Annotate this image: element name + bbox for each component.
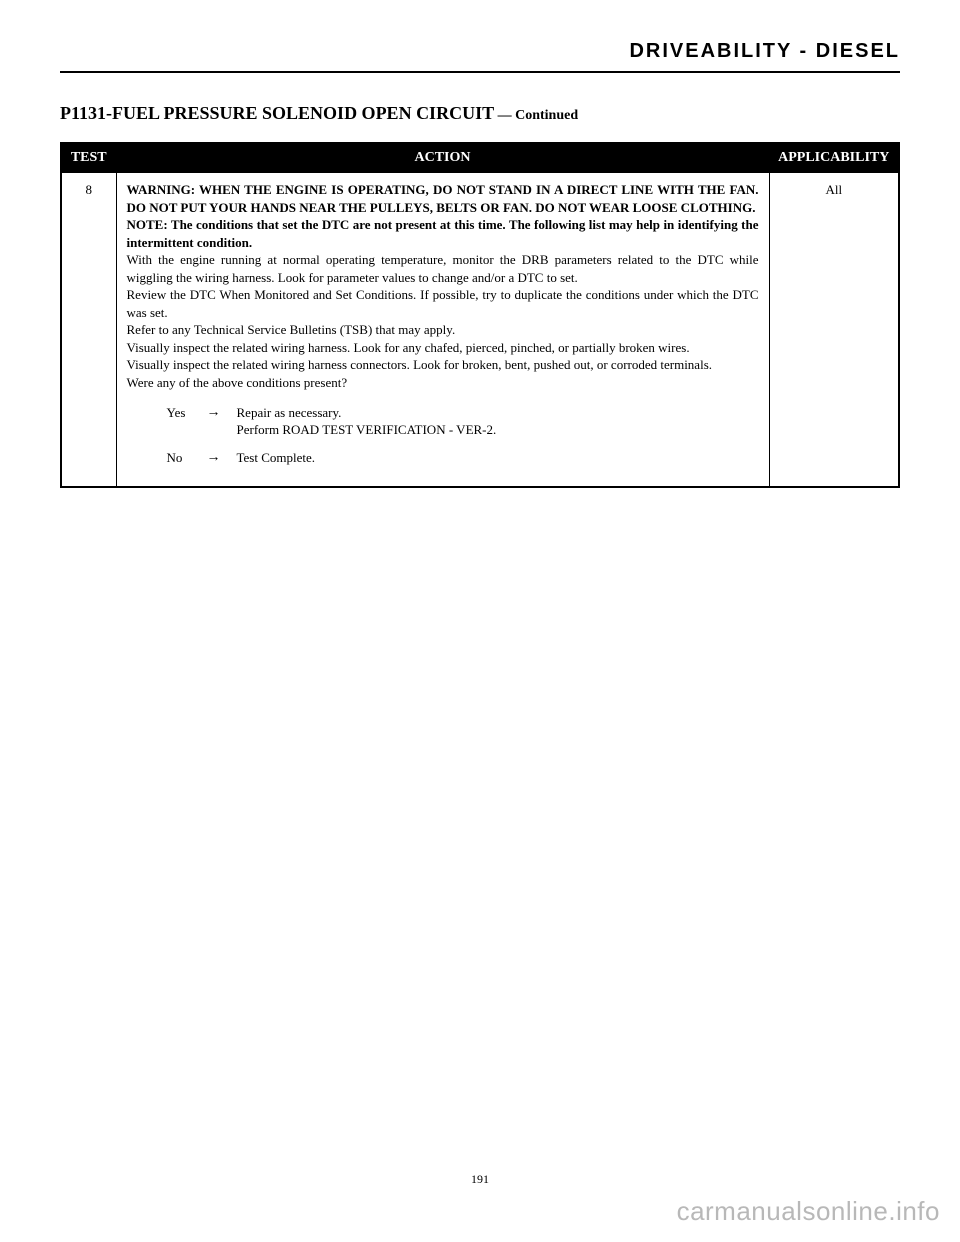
watermark-text: carmanualsonline.info: [677, 1196, 940, 1227]
header-applicability: APPLICABILITY: [769, 143, 899, 173]
section-title: DRIVEABILITY - DIESEL: [629, 40, 900, 62]
header-section: DRIVEABILITY - DIESEL: [60, 40, 900, 63]
body-text-1: With the engine running at normal operat…: [127, 252, 759, 285]
yes-text-2: Perform ROAD TEST VERIFICATION - VER-2.: [237, 422, 497, 437]
arrow-icon: →: [207, 449, 237, 468]
arrow-icon: →: [207, 404, 237, 423]
warning-text: WARNING: WHEN THE ENGINE IS OPERATING, D…: [127, 182, 759, 215]
body-text-2: Review the DTC When Monitored and Set Co…: [127, 287, 759, 320]
page-title-continued: — Continued: [494, 108, 578, 123]
header-action: ACTION: [116, 143, 769, 173]
diagnostic-table: TEST ACTION APPLICABILITY 8 WARNING: WHE…: [60, 142, 900, 488]
body-text-5: Visually inspect the related wiring harn…: [127, 357, 713, 372]
yes-text-1: Repair as necessary.: [237, 405, 342, 420]
header-divider: [60, 71, 900, 73]
page-title-main: P1131-FUEL PRESSURE SOLENOID OPEN CIRCUI…: [60, 103, 494, 123]
no-row: No → Test Complete.: [167, 449, 759, 468]
table-row: 8 WARNING: WHEN THE ENGINE IS OPERATING,…: [61, 173, 899, 487]
yes-no-block: Yes → Repair as necessary. Perform ROAD …: [127, 404, 759, 468]
table-header-row: TEST ACTION APPLICABILITY: [61, 143, 899, 173]
header-test: TEST: [61, 143, 116, 173]
yes-row: Yes → Repair as necessary. Perform ROAD …: [167, 404, 759, 439]
no-label: No: [167, 449, 207, 467]
yes-label: Yes: [167, 404, 207, 422]
question-text: Were any of the above conditions present…: [127, 375, 348, 390]
cell-applicability: All: [769, 173, 899, 487]
cell-action: WARNING: WHEN THE ENGINE IS OPERATING, D…: [116, 173, 769, 487]
note-text: NOTE: The conditions that set the DTC ar…: [127, 217, 759, 250]
page-number: 191: [0, 1172, 960, 1187]
no-text: Test Complete.: [237, 449, 759, 467]
body-text-4: Visually inspect the related wiring harn…: [127, 340, 690, 355]
cell-test-number: 8: [61, 173, 116, 487]
page-title: P1131-FUEL PRESSURE SOLENOID OPEN CIRCUI…: [60, 103, 900, 124]
body-text-3: Refer to any Technical Service Bulletins…: [127, 322, 456, 337]
yes-text: Repair as necessary. Perform ROAD TEST V…: [237, 404, 759, 439]
